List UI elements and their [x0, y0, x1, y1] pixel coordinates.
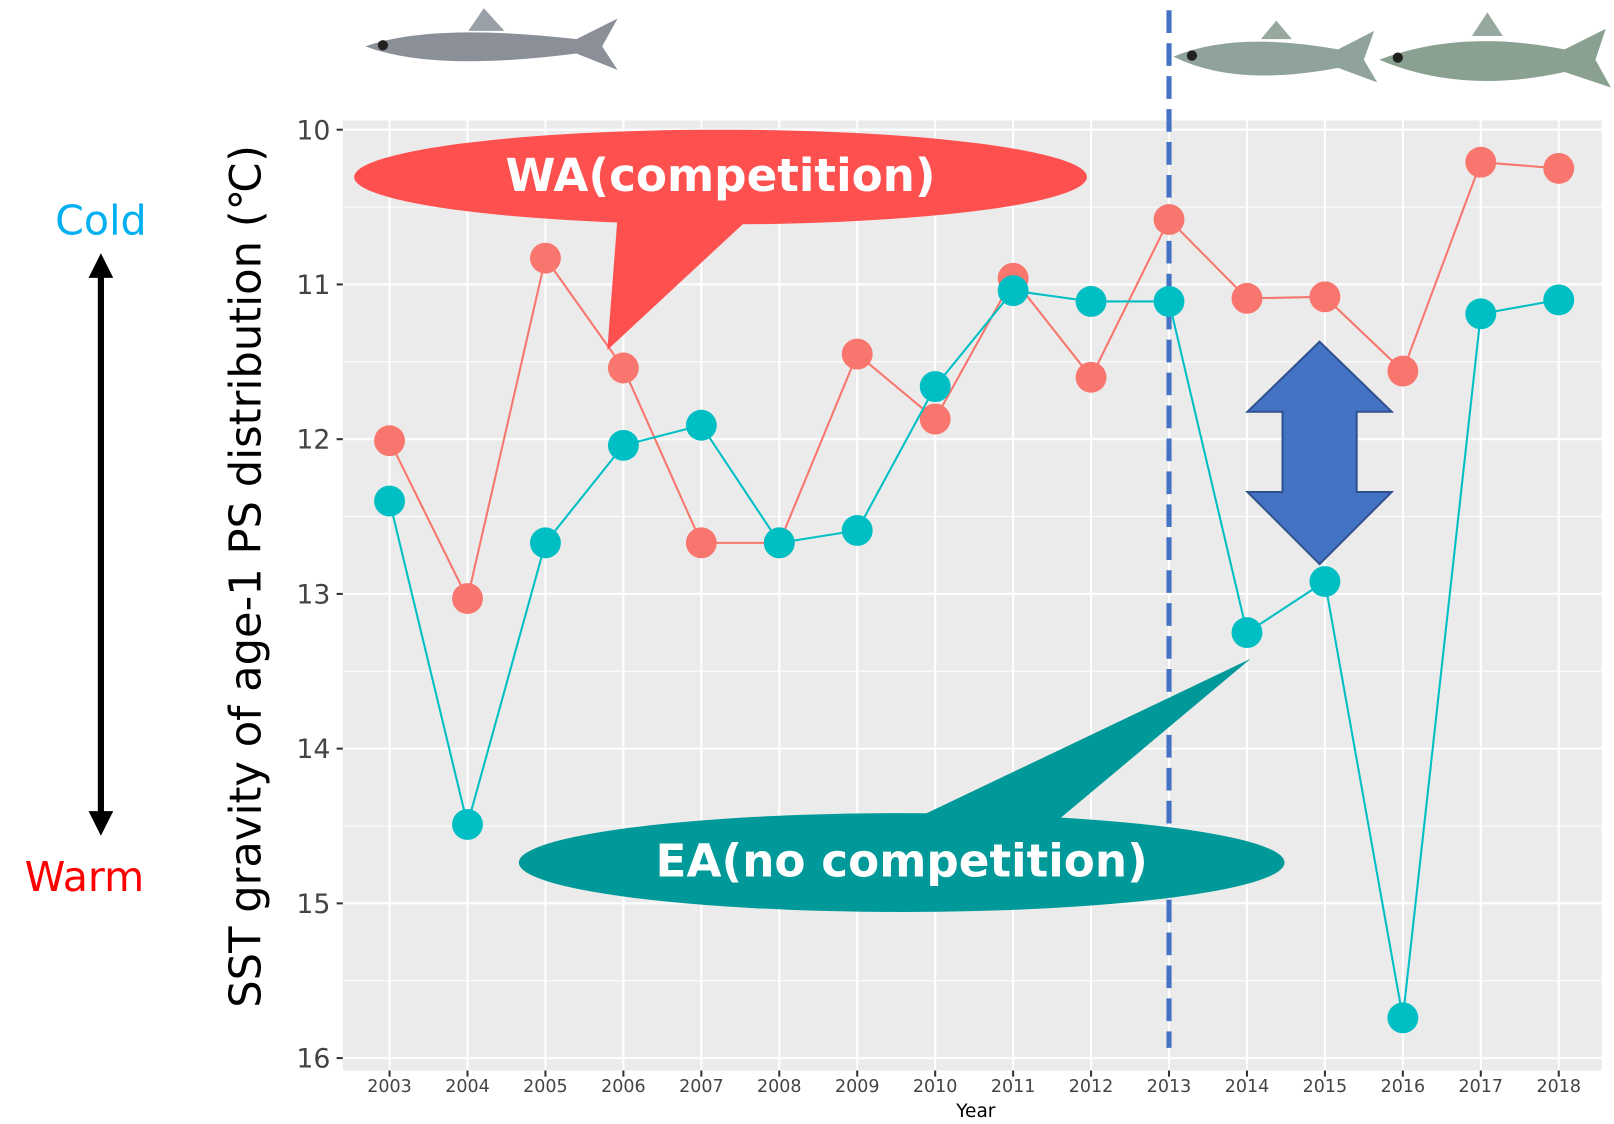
fish-anchovy: [365, 8, 618, 70]
x-tick-label: 2009: [835, 1077, 880, 1097]
data-point: [1387, 355, 1419, 387]
plot-background: [342, 120, 1602, 1071]
data-point: [452, 583, 483, 614]
data-point: [374, 485, 405, 517]
x-tick-label: 2005: [523, 1077, 568, 1097]
x-axis-label: Year: [955, 1101, 996, 1122]
x-tick-label: 2015: [1303, 1077, 1348, 1097]
callout-bubble: [354, 129, 1087, 225]
difference-arrow: [1245, 340, 1395, 566]
data-point: [1543, 152, 1575, 184]
data-point: [685, 409, 717, 441]
callout-bubble: [518, 813, 1285, 912]
data-point: [841, 338, 873, 370]
x-tick-label: 2010: [913, 1077, 958, 1097]
data-point: [1543, 284, 1575, 316]
x-tick-label: 2017: [1459, 1077, 1504, 1097]
data-point: [530, 527, 561, 559]
data-point: [1075, 286, 1107, 317]
annotation: Warm: [25, 853, 145, 901]
data-point: [685, 527, 717, 559]
data-point: [1309, 566, 1341, 597]
y-tick-label: 14: [296, 734, 330, 765]
y-tick-label: 12: [296, 425, 330, 456]
y-tick-label: 10: [296, 115, 330, 146]
plot-area: [342, 120, 1602, 1071]
x-tick-label: 2014: [1225, 1077, 1270, 1097]
data-point: [1231, 282, 1263, 314]
x-tick-label: 2013: [1147, 1077, 1192, 1097]
data-point: [919, 371, 951, 403]
x-tick-label: 2004: [445, 1077, 490, 1097]
data-point: [1153, 204, 1185, 235]
x-tick-label: 2008: [757, 1077, 802, 1097]
data-point: [607, 352, 639, 384]
y-tick-label: 16: [296, 1044, 330, 1075]
data-point: [1309, 281, 1341, 313]
data-point: [1465, 146, 1497, 178]
callout-label: EA(no competition): [656, 835, 1148, 888]
data-point: [841, 515, 873, 546]
data-point: [1387, 1002, 1419, 1034]
x-tick-label: 2016: [1381, 1077, 1426, 1097]
y-tick-label: 15: [296, 889, 330, 920]
series-line: [388, 161, 1559, 602]
x-tick-label: 2011: [991, 1077, 1036, 1097]
fish-mackerel: [1173, 12, 1611, 88]
x-tick-label: 2006: [601, 1077, 646, 1097]
data-point: [452, 809, 483, 840]
data-point: [607, 429, 639, 461]
annotation: Cold: [55, 196, 146, 244]
y-tick-label: 13: [296, 579, 330, 610]
data-point: [1231, 617, 1263, 649]
x-tick-label: 2018: [1537, 1077, 1582, 1097]
data-point: [530, 242, 561, 274]
data-point: [763, 527, 795, 559]
data-point: [374, 425, 405, 457]
y-tick-label: 11: [296, 270, 330, 301]
data-point: [1465, 298, 1497, 330]
data-point: [997, 275, 1029, 307]
callout-label: WA(competition): [505, 149, 935, 202]
x-tick-label: 2012: [1069, 1077, 1114, 1097]
data-point: [919, 403, 951, 435]
y-axis-label: SST gravity of age-1 PS distribution (℃): [222, 145, 272, 1008]
series-line: [388, 289, 1559, 1019]
data-point: [1075, 361, 1107, 393]
x-tick-label: 2003: [367, 1077, 412, 1097]
x-tick-label: 2007: [679, 1077, 724, 1097]
data-point: [1153, 286, 1185, 317]
